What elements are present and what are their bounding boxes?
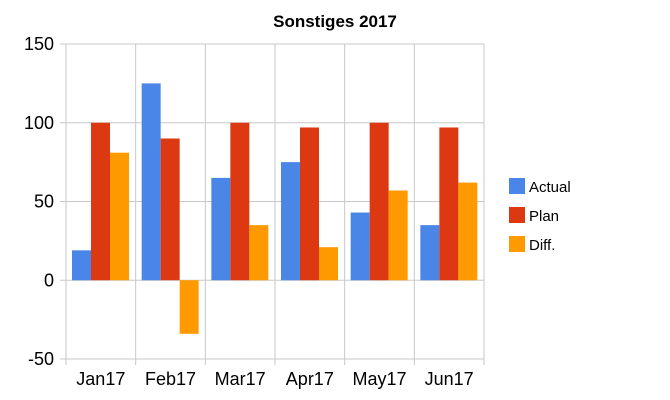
bar-actual-feb17: [141, 83, 161, 281]
x-tick-label: Mar17: [215, 369, 266, 389]
bar-actual-apr17: [281, 162, 300, 281]
bar-actual-mar17: [211, 177, 231, 281]
bar-diff-apr17: [319, 247, 338, 281]
legend: Actual Plan Diff.: [509, 178, 571, 254]
x-tick-label: Apr17: [286, 369, 334, 389]
bar-diff-mar17: [249, 225, 269, 281]
gridlines: [60, 43, 485, 365]
bars: [72, 83, 478, 334]
y-tick-label: 150: [24, 34, 54, 54]
x-tick-label: May17: [352, 369, 406, 389]
legend-swatch: [509, 207, 525, 223]
legend-swatch: [509, 236, 525, 252]
x-tick-label: Jun17: [425, 369, 474, 389]
bar-diff-may17: [388, 190, 408, 281]
axes: -50 0 50 100 150 Jan17 Feb17 Mar17 Apr17 May17 Jun…: [24, 34, 474, 389]
bar-plan-jan17: [91, 122, 110, 281]
legend-label: Plan: [529, 208, 559, 225]
bar-plan-mar17: [230, 122, 250, 281]
bar-diff-feb17: [179, 280, 199, 334]
bar-plan-apr17: [300, 127, 319, 281]
bar-diff-jan17: [110, 152, 129, 281]
x-tick-label: Feb17: [145, 369, 196, 389]
y-tick-label: -50: [28, 349, 54, 369]
y-tick-label: 50: [34, 192, 54, 212]
bar-plan-may17: [369, 122, 389, 281]
chart-title: Sonstiges 2017: [273, 12, 397, 31]
bar-actual-jun17: [420, 225, 440, 281]
bar-actual-may17: [350, 212, 370, 281]
x-tick-label: Jan17: [76, 369, 125, 389]
bar-actual-jan17: [72, 250, 91, 281]
y-tick-label: 100: [24, 113, 54, 133]
bar-diff-jun17: [458, 182, 478, 281]
y-tick-label: 0: [44, 270, 54, 290]
bar-plan-feb17: [160, 138, 180, 281]
legend-label: Diff.: [529, 237, 555, 254]
legend-swatch: [509, 178, 525, 194]
bar-plan-jun17: [439, 127, 459, 281]
legend-label: Actual: [529, 179, 571, 196]
